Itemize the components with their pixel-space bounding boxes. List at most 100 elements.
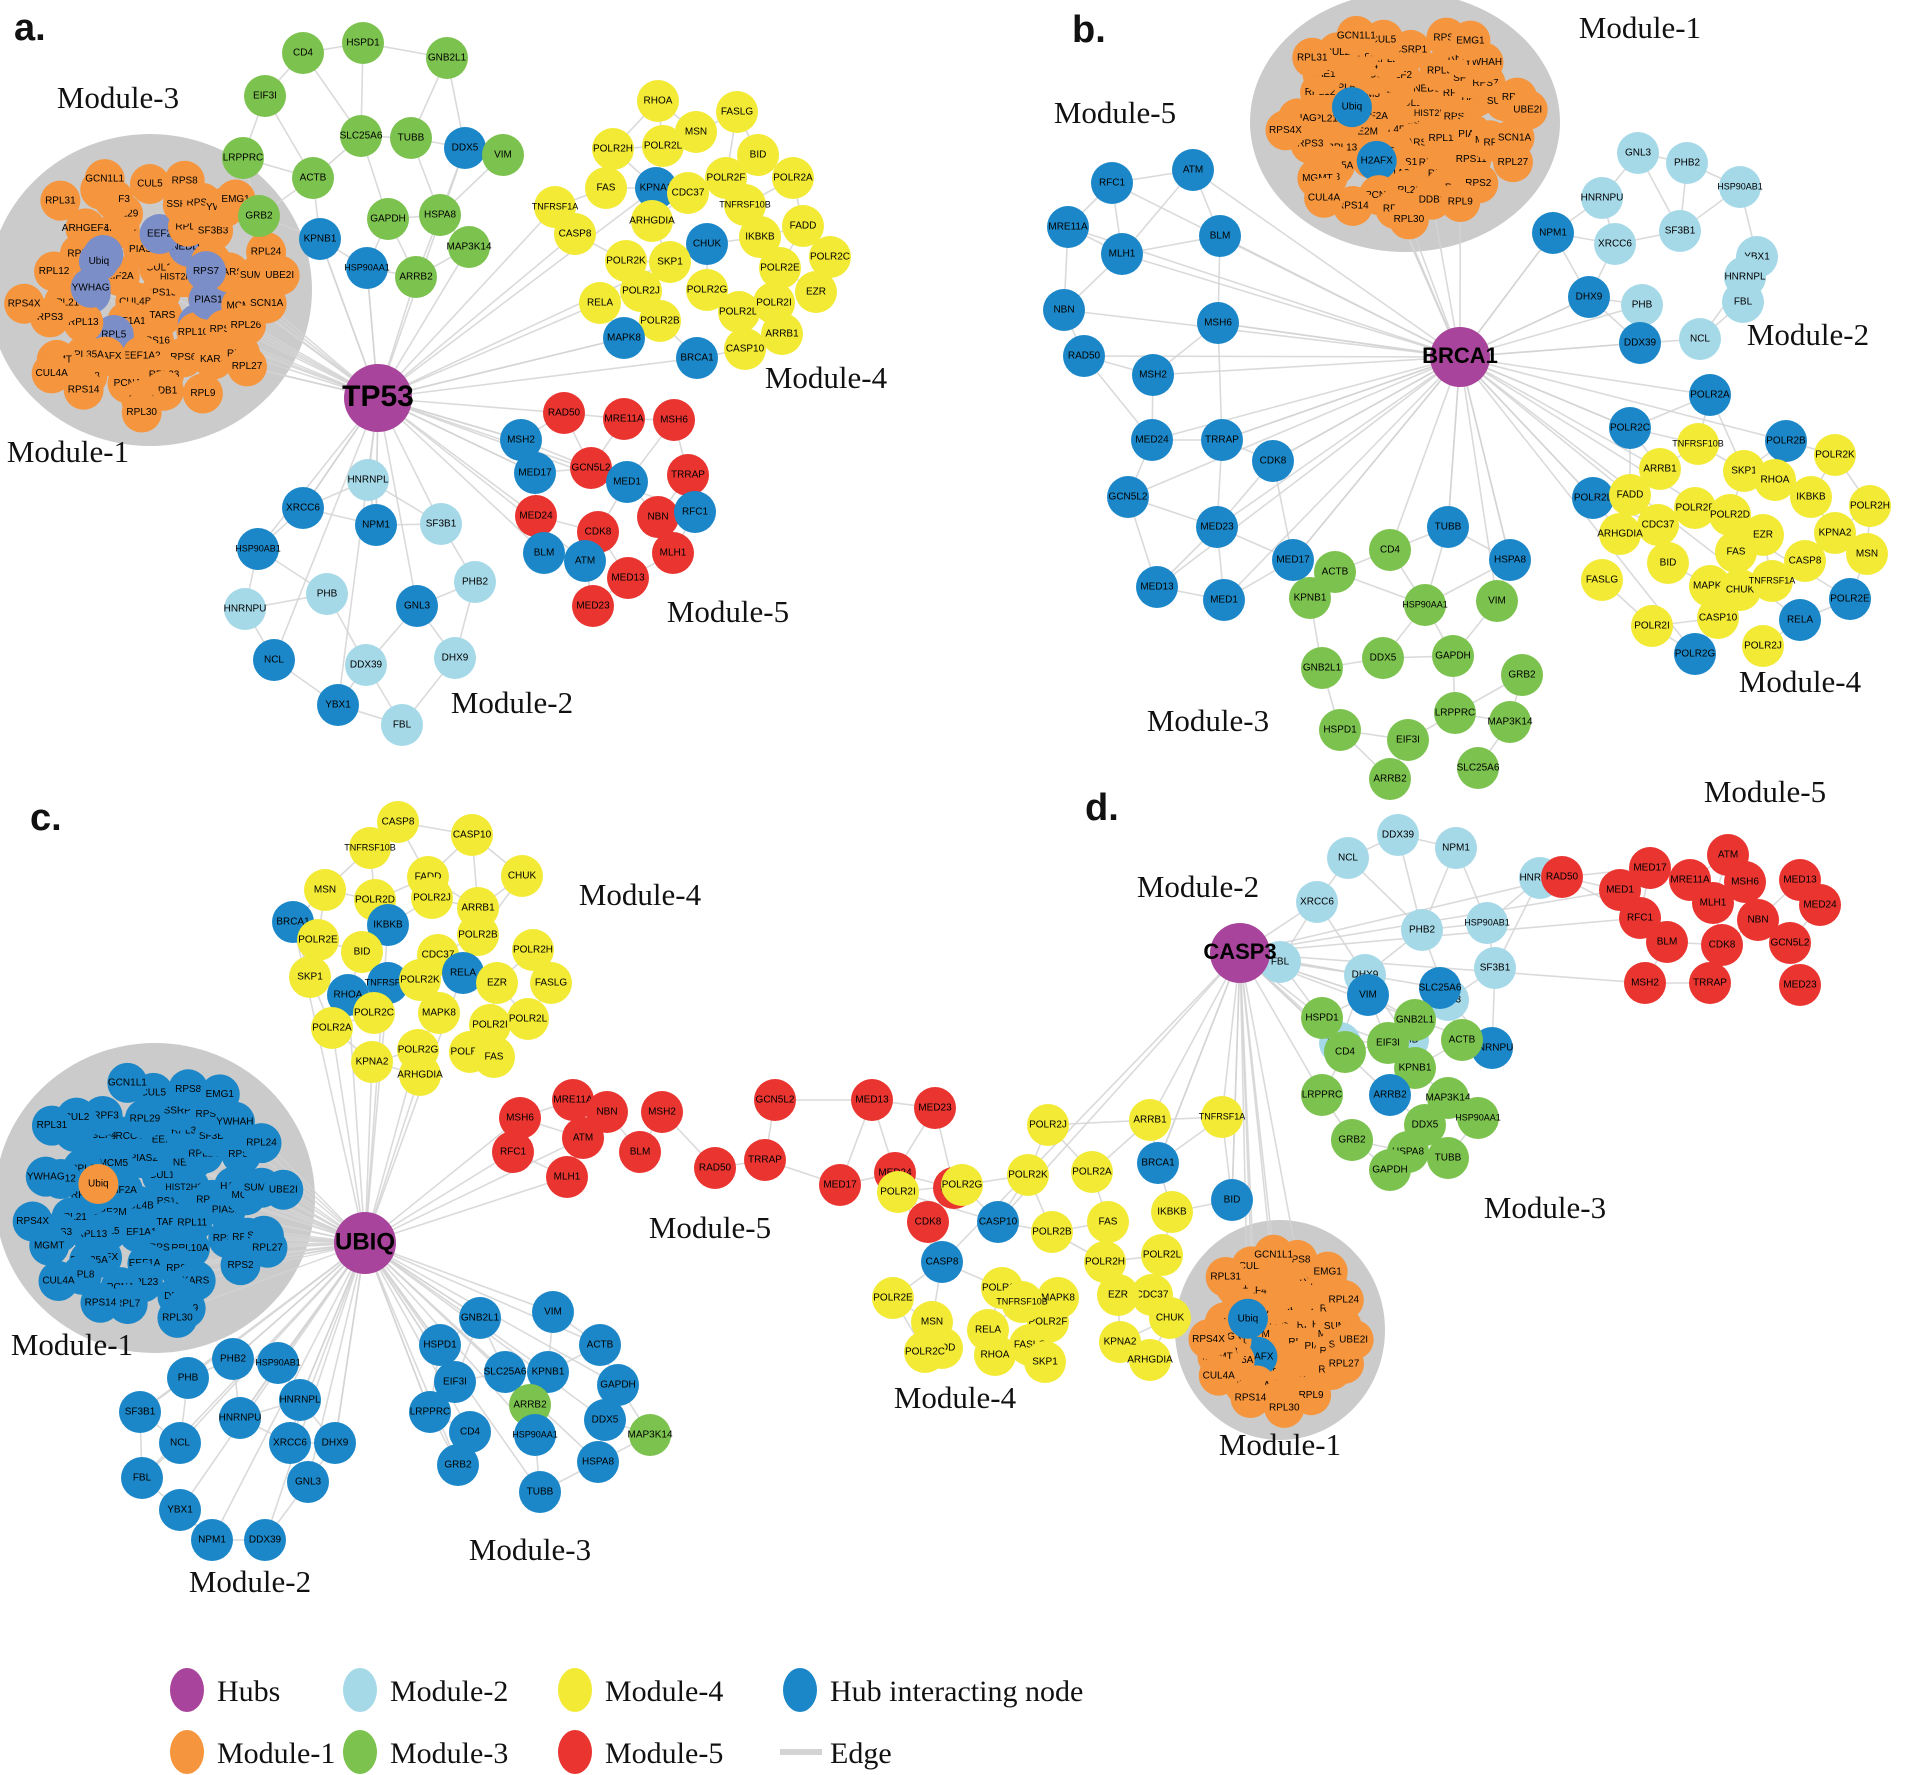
node-CHUK: CHUK [501,855,543,897]
node-SKP1: SKP1 [1024,1341,1066,1383]
node-TNFRSF10B: TNFRSF10B [1672,423,1724,465]
node-POLR2E: POLR2E [297,919,339,961]
node-HSPD1: HSPD1 [1319,709,1361,751]
node-SF3B1: SF3B1 [420,503,462,545]
node-CUL5: CUL5 [129,164,170,205]
node-RPL31: RPL31 [31,1105,72,1146]
node-GNL3: GNL3 [287,1461,329,1503]
node-TRRAP: TRRAP [1689,962,1731,1004]
node-RPL9: RPL9 [1440,182,1481,223]
node-MED1: MED1 [606,461,648,503]
edge [1221,356,1461,441]
node-SF3B1: SF3B1 [1659,210,1701,252]
node-GNB2L1: GNB2L1 [459,1297,501,1339]
node-NPM1: NPM1 [355,504,397,546]
node-POLR2J: POLR2J [1027,1104,1069,1146]
node-CD4: CD4 [1369,529,1411,571]
node-GCN5L2: GCN5L2 [754,1079,796,1121]
node-MLH1: MLH1 [1101,233,1143,275]
node-ARRB1: ARRB1 [761,313,803,355]
module-label-module-2: Module-2 [1137,869,1259,904]
node-ATM: ATM [562,1117,604,1159]
node-EMG1: EMG1 [1307,1251,1348,1292]
node-MED23: MED23 [914,1087,956,1129]
hub-UBIQ: UBIQ [334,1212,396,1274]
edge [1127,356,1461,498]
legend-item-module-5: Module-5 [558,1730,723,1774]
node-EZR: EZR [795,271,837,313]
node-VIM: VIM [482,134,524,176]
module-label-module-4: Module-4 [765,360,888,395]
node-BID: BID [1211,1179,1253,1221]
node-MAPK8: MAPK8 [603,317,645,359]
module-label-module-4: Module-4 [894,1380,1017,1415]
node-RHOA: RHOA [1754,459,1796,501]
node-FAS: FAS [585,167,627,209]
node-PHB2: PHB2 [1401,909,1443,951]
node-DHX9: DHX9 [434,637,476,679]
node-DDX5: DDX5 [444,127,486,169]
node-SLC25A6: SLC25A6 [340,115,383,157]
module-label-module-4: Module-4 [1739,664,1862,699]
node-CHUK: CHUK [686,223,728,265]
node-NBN: NBN [1043,289,1085,331]
node-RPL30: RPL30 [1264,1387,1305,1428]
node-MSH6: MSH6 [653,399,695,441]
node-FAS: FAS [473,1036,515,1078]
node-POLR2L: POLR2L [1141,1234,1183,1276]
node-HNRNPL: HNRNPL [279,1379,321,1421]
edge [377,302,601,399]
node-NBN: NBN [637,496,679,538]
node-RFC1: RFC1 [492,1131,534,1173]
node-KPNA2: KPNA2 [351,1041,393,1083]
edge [364,1242,554,1313]
node-PHB2: PHB2 [454,561,496,603]
legend-text: Hub interacting node [830,1675,1083,1708]
node-ARRB2: ARRB2 [1369,758,1411,800]
node-ARRB1: ARRB1 [1129,1099,1171,1141]
node-POLR2E: POLR2E [1829,578,1871,620]
node-TUBB: TUBB [1427,506,1469,548]
node-LRPPRC: LRPPRC [222,137,264,179]
legend-swatch [170,1730,204,1774]
node-POLR2L: POLR2L [507,998,549,1040]
node-Ubiq: Ubiq [1227,1298,1268,1339]
node-CASP10: CASP10 [1697,597,1739,639]
edge [1459,356,1711,396]
node-LRPPRC: LRPPRC [409,1391,451,1433]
node-RPL30: RPL30 [1388,199,1429,240]
node-MED24: MED24 [1799,884,1841,926]
module-label-module-2: Module-2 [451,685,573,720]
panel-letter-a: a. [14,7,46,49]
node-POLR2L: POLR2L [642,125,684,167]
legend-swatch [558,1668,592,1712]
module-label-module-2: Module-2 [1747,317,1869,352]
node-KPNB1: KPNB1 [299,218,341,260]
node-HNRNPU: HNRNPU [219,1397,261,1439]
node-RELA: RELA [1779,599,1821,641]
node-RAD50: RAD50 [1063,335,1105,377]
node-RPS14: RPS14 [80,1282,121,1323]
node-RFC1: RFC1 [1091,162,1133,204]
node-GNL3: GNL3 [1617,132,1659,174]
legend-text: Hubs [217,1675,280,1708]
node-XRCC6: XRCC6 [1594,223,1636,265]
node-HNRNPU: HNRNPU [224,588,266,630]
node-RPL9: RPL9 [182,373,223,414]
node-CDC37: CDC37 [667,172,709,214]
edge [1152,356,1461,376]
node-ATM: ATM [564,540,606,582]
node-XRCC6: XRCC6 [1296,881,1338,923]
node-POLR2F: POLR2F [1674,487,1716,529]
node-PHB2: PHB2 [212,1338,254,1380]
edge [1192,169,1461,358]
node-RPL27: RPL27 [1492,142,1533,183]
node-GCN5L2: GCN5L2 [570,447,612,489]
node-CASP8: CASP8 [921,1241,963,1283]
node-BRCA1: BRCA1 [676,337,718,379]
node-H2AFX: H2AFX [1356,140,1397,181]
node-MED24: MED24 [515,495,557,537]
node-CUL4A: CUL4A [38,1261,79,1302]
node-MAP3K14: MAP3K14 [627,1414,673,1456]
module-label-module-4: Module-4 [579,877,702,912]
